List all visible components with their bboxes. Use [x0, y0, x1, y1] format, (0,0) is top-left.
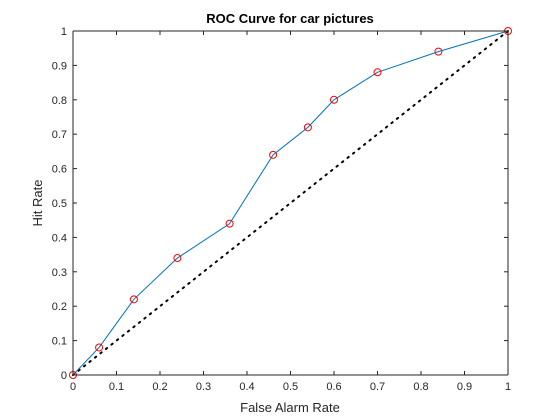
y-ticks: 0 0.1 0.2 0.3 0.4 0.5 0.6 0.7 0.8 0.9 1 [52, 26, 508, 382]
x-tick-label: 0.7 [370, 381, 385, 393]
y-tick-label: 0.8 [52, 95, 67, 107]
roc-markers-layer [69, 27, 512, 379]
y-tick-label: 0.5 [52, 198, 67, 210]
roc-data-point [303, 123, 312, 132]
roc-data-point [129, 295, 138, 304]
x-tick-label: 0.2 [152, 381, 167, 393]
x-tick-label: 0.3 [196, 381, 211, 393]
x-tick-label: 0.6 [326, 381, 341, 393]
y-axis-label: Hit Rate [30, 180, 45, 227]
x-ticks: 0 0.1 0.2 0.3 0.4 0.5 0.6 0.7 0.8 0.9 1 [70, 31, 511, 393]
chart-title: ROC Curve for car pictures [206, 11, 374, 26]
roc-series-layer [72, 30, 509, 376]
y-tick-label: 0.6 [52, 164, 67, 176]
roc-data-point [269, 150, 278, 159]
x-tick-label: 0.4 [239, 381, 254, 393]
chance-diagonal-line [72, 30, 509, 376]
roc-data-point [95, 343, 104, 352]
y-tick-label: 0.9 [52, 60, 67, 72]
y-tick-label: 0.1 [52, 336, 67, 348]
y-tick-label: 0 [61, 370, 67, 382]
roc-data-point [173, 254, 182, 263]
x-tick-label: 0.8 [413, 381, 428, 393]
x-axis-label: False Alarm Rate [240, 400, 340, 415]
y-tick-label: 0.3 [52, 267, 67, 279]
roc-data-point [225, 219, 234, 228]
roc-data-point [373, 68, 382, 77]
x-tick-label: 0.1 [109, 381, 124, 393]
roc-data-point [330, 95, 338, 104]
roc-curve-line [72, 30, 509, 376]
chance-diagonal-layer [72, 30, 509, 376]
roc-data-point [434, 47, 443, 56]
y-tick-label: 0.2 [52, 301, 67, 313]
y-tick-label: 0.7 [52, 129, 67, 141]
x-tick-label: 0 [70, 381, 76, 393]
x-tick-label: 0.9 [457, 381, 472, 393]
y-tick-label: 1 [61, 26, 67, 38]
x-tick-label: 1 [505, 381, 511, 393]
y-tick-label: 0.4 [52, 232, 67, 244]
x-tick-label: 0.5 [283, 381, 298, 393]
